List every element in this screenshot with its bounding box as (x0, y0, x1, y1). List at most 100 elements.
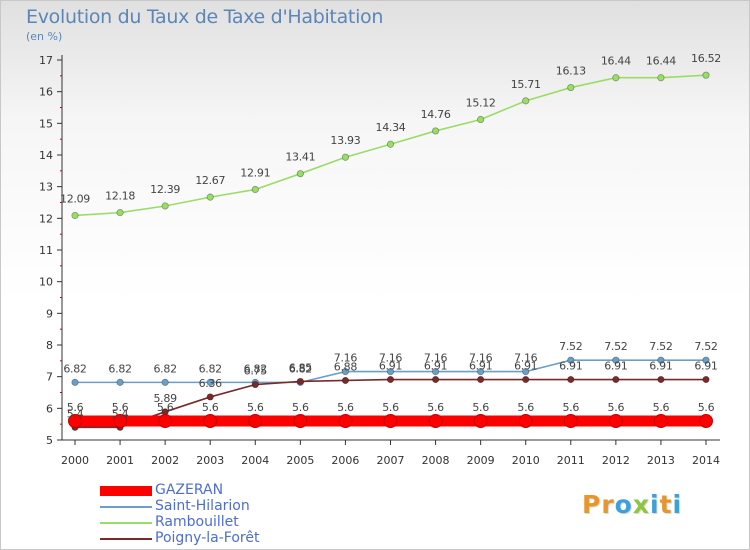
data-label: 7.16 (469, 352, 493, 365)
y-tick-label: 10 (39, 276, 53, 289)
chart-title: Evolution du Taux de Taxe d'Habitation (26, 6, 384, 28)
data-point (702, 356, 710, 364)
data-point (296, 170, 304, 178)
data-label: 12.67 (195, 174, 225, 187)
data-point (338, 414, 353, 428)
data-label: 6.36 (199, 377, 223, 390)
data-point (657, 74, 665, 82)
y-tick-label: 15 (39, 117, 53, 130)
data-label: 6.82 (244, 362, 267, 375)
data-point (161, 378, 169, 386)
chart-subtitle: (en %) (26, 30, 63, 43)
data-label: 5.6 (112, 401, 129, 414)
data-label: 15.12 (466, 97, 496, 110)
data-label: 7.16 (514, 352, 538, 365)
legend-swatch (100, 538, 152, 540)
data-point (206, 193, 214, 201)
data-label: 16.52 (691, 52, 721, 65)
data-point (522, 97, 530, 105)
data-point (386, 375, 395, 384)
data-label: 5.89 (153, 392, 177, 405)
data-label: 5.6 (472, 401, 489, 414)
data-point (206, 378, 214, 386)
data-label: 6.82 (153, 362, 176, 375)
data-label: 16.44 (601, 55, 631, 68)
data-point (71, 211, 79, 220)
data-point (158, 414, 173, 428)
data-point (386, 140, 395, 148)
data-label: 12.09 (60, 192, 90, 205)
data-label: 5.6 (202, 401, 219, 414)
data-point (161, 202, 169, 210)
y-tick-label: 6 (46, 402, 53, 415)
x-tick-label: 2002 (151, 454, 179, 467)
data-point (251, 185, 259, 194)
data-label: 12.91 (240, 167, 270, 180)
data-point (477, 115, 485, 124)
data-label: 5.6 (67, 401, 84, 414)
y-tick-label: 16 (39, 86, 53, 99)
legend-label: Saint-Hilarion (155, 498, 250, 514)
data-label: 6.91 (649, 360, 672, 373)
legend-swatch (100, 506, 152, 508)
data-label: 5.4 (112, 407, 129, 420)
x-tick-label: 2013 (647, 454, 675, 467)
data-label: 5.6 (427, 401, 444, 414)
data-point (567, 375, 575, 384)
axes: 5 6 7 8 9 10 11 12 13 14 15 16 17 2000 2001 2002 2003 200… (39, 54, 720, 467)
data-point (341, 376, 350, 385)
data-point (612, 356, 620, 364)
y-tick-label: 8 (46, 339, 53, 352)
data-label: 5.6 (292, 401, 309, 414)
data-label: 6.75 (244, 365, 268, 378)
data-label: 6.91 (469, 360, 492, 373)
data-point (341, 367, 350, 376)
data-point (431, 367, 440, 376)
data-label: 14.34 (376, 121, 406, 134)
data-point (563, 414, 578, 428)
y-tick-label: 17 (39, 54, 53, 67)
data-point (657, 356, 665, 364)
x-tick-label: 2001 (106, 454, 134, 467)
data-point (612, 375, 620, 384)
data-label: 6.91 (604, 360, 627, 373)
x-tick-label: 2000 (61, 454, 89, 467)
series-layer (68, 71, 713, 431)
x-tick-label: 2008 (422, 454, 450, 467)
x-tick-label: 2011 (557, 454, 585, 467)
data-label: 6.91 (424, 360, 447, 373)
legend-swatch (100, 522, 152, 524)
data-point (248, 414, 263, 428)
data-label: 12.39 (150, 183, 180, 196)
data-label: 6.91 (559, 360, 582, 373)
y-tick-label: 11 (39, 244, 53, 257)
data-label: 6.82 (63, 362, 86, 375)
y-tick-label: 14 (39, 149, 53, 162)
data-label: 16.13 (556, 65, 586, 78)
x-tick-label: 2007 (377, 454, 405, 467)
data-label: 5.6 (247, 401, 264, 414)
x-tick-label: 2012 (602, 454, 630, 467)
data-point (383, 414, 398, 428)
data-label: 6.88 (334, 360, 358, 373)
data-label: 6.91 (514, 360, 537, 373)
data-point (522, 367, 530, 376)
x-tick-label: 2014 (692, 454, 720, 467)
data-point (657, 375, 665, 384)
data-point (477, 367, 485, 376)
y-tick-label: 7 (46, 371, 53, 384)
x-tick-label: 2009 (467, 454, 495, 467)
data-point (608, 414, 623, 428)
data-point (203, 414, 218, 428)
y-tick-label: 5 (46, 434, 53, 447)
data-point (116, 209, 124, 217)
data-label: 15.71 (511, 78, 541, 91)
legend-label: GAZERAN (155, 482, 224, 498)
data-point (473, 414, 488, 428)
data-label: 5.6 (517, 401, 534, 414)
data-point (477, 375, 485, 384)
data-label: 5.6 (157, 401, 174, 414)
data-point (386, 367, 395, 376)
data-label: 13.93 (330, 134, 360, 147)
